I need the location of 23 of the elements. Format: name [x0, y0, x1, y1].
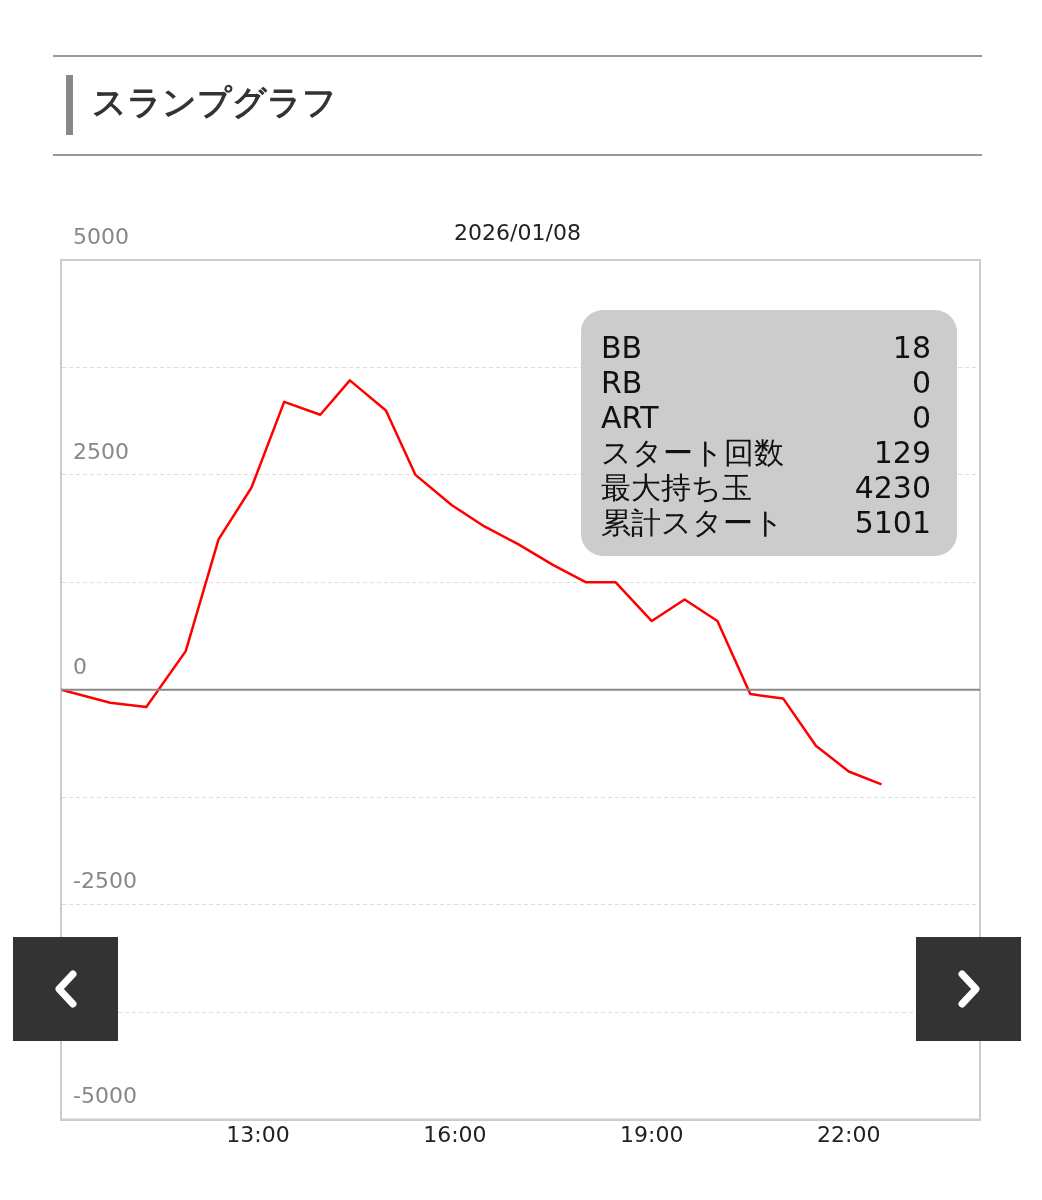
annotation: 5101: [854, 505, 931, 540]
x-tick-label: 19:00: [620, 1121, 684, 1147]
y-tick-label: -2500: [73, 868, 137, 894]
annotation: BB: [601, 330, 644, 365]
x-tick-label: 16:00: [423, 1121, 487, 1147]
chart-subtitle: 2026/01/08: [454, 220, 581, 245]
x-tick-label: 13:00: [226, 1121, 290, 1147]
annotation: 18: [891, 330, 931, 365]
x-tick-label: 22:00: [817, 1121, 881, 1147]
annotation: 4230: [854, 470, 931, 505]
annotation: 累計スタート: [601, 505, 785, 540]
y-tick-label: 0: [73, 653, 87, 679]
annotation: 最大持ち玉: [601, 470, 753, 505]
chart-title: スランプグラフ: [92, 81, 337, 124]
y-tick-label: 5000: [73, 223, 129, 249]
annotation: 0: [910, 400, 931, 435]
annotation: 129: [872, 435, 931, 470]
annotation: ART: [601, 400, 660, 435]
annotation: スタート回数: [601, 435, 785, 470]
y-tick-label: 2500: [73, 438, 129, 464]
annotation: 0: [910, 365, 931, 400]
annotation: RB: [601, 365, 644, 400]
y-tick-label: -5000: [73, 1083, 137, 1109]
